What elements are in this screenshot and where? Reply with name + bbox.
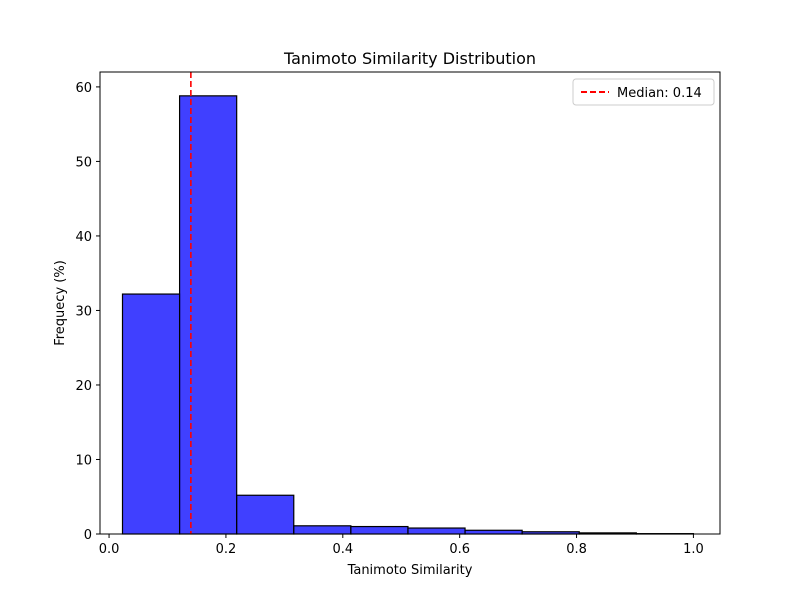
histogram-bar: [178, 95, 238, 535]
x-tick-label: 0.2: [216, 542, 237, 557]
histogram-bar: [121, 293, 181, 535]
x-tick-label: 0.8: [566, 542, 587, 557]
y-tick-label: 10: [75, 453, 92, 468]
y-axis-title: Frequecy (%): [53, 260, 68, 346]
x-tick-label: 0.6: [449, 542, 470, 557]
y-tick-label: 30: [75, 304, 92, 319]
legend-median-label: Median: 0.14: [617, 86, 702, 101]
y-tick-label: 60: [75, 81, 92, 96]
histogram-bar: [464, 529, 523, 535]
x-axis: 0.0 0.2 0.4 0.6 0.8 1.0: [99, 534, 704, 557]
bars-group: [121, 95, 695, 535]
histogram-bar: [407, 527, 466, 535]
histogram-bar: [293, 525, 352, 535]
histogram-bar: [236, 494, 295, 535]
histogram-bar: [350, 525, 409, 535]
plot-frame: [99, 71, 721, 535]
legend-box: [572, 78, 715, 106]
y-tick-label: 50: [75, 155, 92, 170]
x-tick-label: 0.0: [99, 542, 120, 557]
x-axis-title: Tanimoto Similarity: [347, 563, 473, 578]
x-tick-label: 0.4: [332, 542, 353, 557]
y-tick-label: 0: [84, 528, 92, 543]
y-axis: 0 10 20 30 40 50 60: [75, 81, 100, 543]
legend: Median: 0.14: [572, 78, 715, 106]
y-tick-label: 20: [75, 379, 92, 394]
y-tick-label: 40: [75, 230, 92, 245]
chart-title: Tanimoto Similarity Distribution: [283, 49, 536, 68]
x-tick-label: 1.0: [683, 542, 704, 557]
